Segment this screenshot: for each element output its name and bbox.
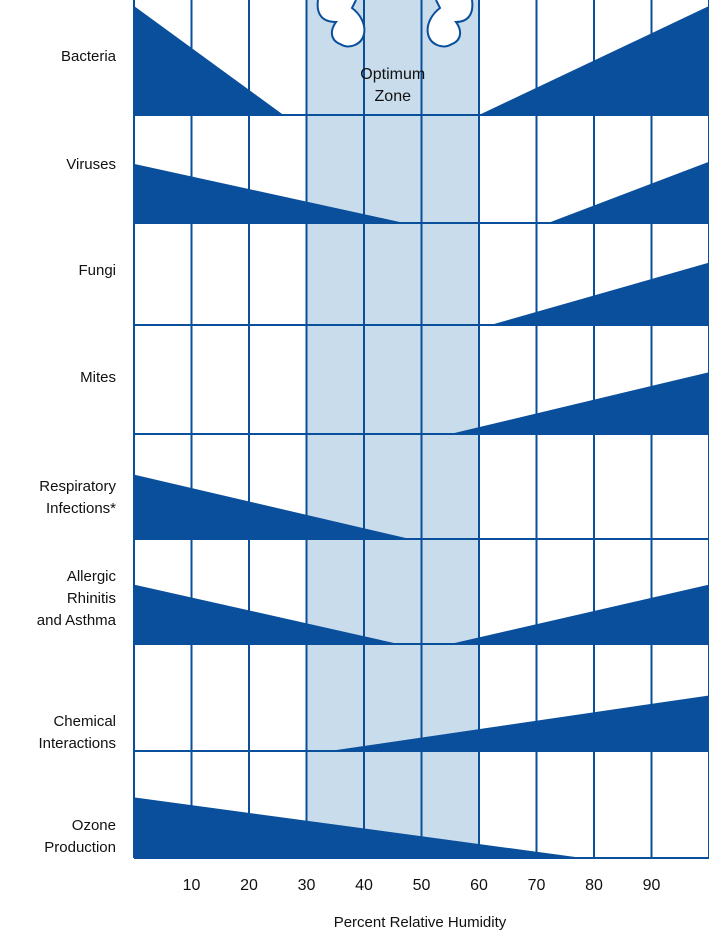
row-label-6: Allergic xyxy=(67,568,117,585)
area-segment-row1-1 xyxy=(134,6,284,115)
text-layer: Optimum Zone Bacteria Viruses Fungi Mites Resp… xyxy=(37,48,661,931)
row-label-6: and Asthma xyxy=(37,612,117,629)
row-label-7: Interactions xyxy=(38,735,116,752)
optimum-zone-label: Zone xyxy=(375,88,412,105)
area-segment-row7-1 xyxy=(329,695,709,751)
optimum-zone-band xyxy=(306,0,479,858)
x-tick-label: 70 xyxy=(528,877,546,894)
x-tick-label: 20 xyxy=(240,877,258,894)
decoration-layer xyxy=(316,0,474,48)
area-segment-row4-1 xyxy=(450,372,709,434)
x-axis-title: Percent Relative Humidity xyxy=(334,914,507,931)
left-hand-illustration xyxy=(316,0,366,48)
right-hand-illustration xyxy=(426,0,474,48)
area-segment-row6-3 xyxy=(450,584,709,644)
area-segment-row5-1 xyxy=(134,474,410,539)
x-tick-label: 10 xyxy=(183,877,201,894)
row-label-1: Bacteria xyxy=(61,48,117,65)
x-tick-label: 90 xyxy=(643,877,661,894)
row-label-6: Rhinitis xyxy=(67,590,116,607)
area-segment-row3-1 xyxy=(490,262,709,325)
area-segment-row2-1 xyxy=(134,163,405,223)
area-segment-row2-2 xyxy=(548,161,709,223)
area-segment-row8-1 xyxy=(134,797,583,858)
row-label-8: Production xyxy=(44,839,116,856)
optimum-zone-label: Optimum xyxy=(360,66,425,83)
row-label-3: Fungi xyxy=(78,262,116,279)
row-label-2: Viruses xyxy=(66,156,116,173)
x-tick-label: 80 xyxy=(585,877,603,894)
optimum-zone-layer xyxy=(306,0,479,858)
x-tick-label: 50 xyxy=(413,877,431,894)
x-tick-label: 40 xyxy=(355,877,373,894)
row-label-4: Mites xyxy=(80,369,116,386)
x-tick-label: 60 xyxy=(470,877,488,894)
row-label-7: Chemical xyxy=(53,713,116,730)
row-label-8: Ozone xyxy=(72,817,116,834)
grid-layer xyxy=(133,0,709,859)
row-label-5: Respiratory xyxy=(39,478,116,495)
x-tick-label: 30 xyxy=(298,877,316,894)
area-segment-row6-1 xyxy=(134,584,399,644)
row-label-5: Infections* xyxy=(46,500,116,517)
